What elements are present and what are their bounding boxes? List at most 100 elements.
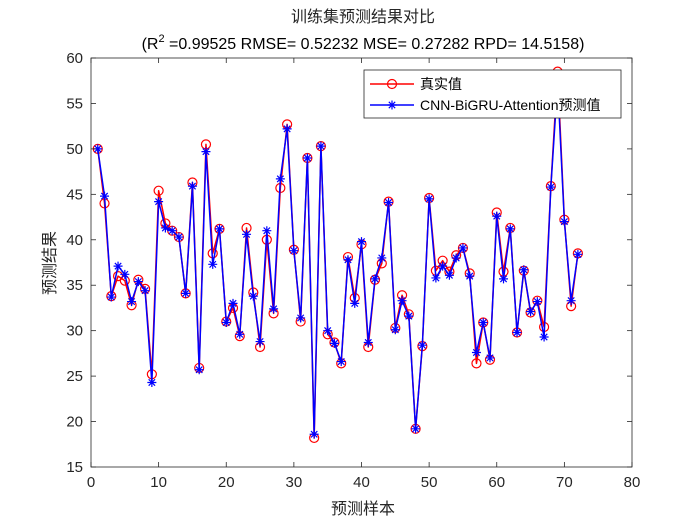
data-point xyxy=(505,224,515,234)
x-tick-label: 70 xyxy=(556,474,573,491)
data-point xyxy=(329,338,339,348)
data-point xyxy=(350,298,360,308)
data-point xyxy=(309,429,319,439)
data-point xyxy=(539,332,549,342)
data-point xyxy=(424,194,434,204)
data-point xyxy=(316,141,326,151)
data-point xyxy=(201,147,211,157)
x-tick-label: 80 xyxy=(624,474,641,491)
data-point xyxy=(357,237,366,247)
data-point xyxy=(194,365,204,375)
chart-subtitle: (R2 =0.99525 RMSE= 0.52232 MSE= 0.27282 … xyxy=(142,33,585,53)
x-tick-label: 0 xyxy=(87,474,95,491)
y-tick-label: 45 xyxy=(66,186,83,203)
data-point xyxy=(228,298,238,308)
legend: 真实值 CNN-BiGRU-Attention预测值 xyxy=(363,69,622,119)
y-tick-label: 35 xyxy=(66,277,83,294)
data-point xyxy=(147,377,157,387)
data-point xyxy=(133,277,143,287)
y-tick-label: 20 xyxy=(66,414,83,431)
data-point xyxy=(512,327,522,337)
legend-item-1: 真实值 xyxy=(370,76,462,92)
data-point xyxy=(214,224,224,234)
data-point xyxy=(438,261,448,271)
legend-item-2: CNN-BiGRU-Attention预测值 xyxy=(370,97,600,113)
x-tick-label: 30 xyxy=(286,474,303,491)
legend-box xyxy=(363,69,622,119)
y-tick-label: 15 xyxy=(66,459,83,476)
data-point xyxy=(431,273,441,283)
y-tick-label: 50 xyxy=(66,141,83,158)
data-point xyxy=(390,325,400,335)
data-point xyxy=(248,291,258,301)
data-point xyxy=(471,347,481,357)
data-point xyxy=(417,340,427,350)
legend-marker xyxy=(386,78,398,90)
y-tick-label: 55 xyxy=(66,95,83,112)
data-point xyxy=(336,357,346,367)
data-point xyxy=(384,198,394,208)
data-point xyxy=(93,144,103,154)
x-tick-label: 40 xyxy=(353,474,370,491)
data-point xyxy=(154,197,164,207)
data-point xyxy=(573,249,583,259)
y-tick-label: 30 xyxy=(66,323,83,340)
y-tick-label: 60 xyxy=(66,50,83,67)
data-point xyxy=(127,297,137,307)
subtitle-r2-prefix: (R xyxy=(142,36,159,53)
data-point xyxy=(181,288,191,298)
data-point xyxy=(235,329,245,339)
data-point xyxy=(323,326,333,336)
data-point xyxy=(559,217,569,227)
data-point xyxy=(566,296,576,306)
data-point xyxy=(546,182,556,192)
data-point xyxy=(343,255,353,265)
x-axis-label: 预测样本 xyxy=(331,500,395,518)
data-point xyxy=(140,286,150,296)
data-point xyxy=(532,297,542,307)
x-tick-label: 60 xyxy=(488,474,505,491)
data-point xyxy=(458,243,468,253)
x-tick-label: 20 xyxy=(218,474,235,491)
data-point xyxy=(167,226,177,236)
data-point xyxy=(370,274,380,284)
data-point xyxy=(262,226,272,236)
data-point xyxy=(397,296,407,306)
legend-marker xyxy=(387,100,397,110)
data-point xyxy=(471,358,482,369)
data-point xyxy=(106,292,116,302)
data-point xyxy=(221,317,231,327)
legend-label: 真实值 xyxy=(420,76,462,92)
subtitle-r2-superscript: 2 xyxy=(158,33,164,45)
data-point xyxy=(269,304,279,314)
data-point xyxy=(208,259,218,269)
data-point xyxy=(451,253,461,263)
y-axis-label: 预测结果 xyxy=(41,231,59,295)
data-point xyxy=(113,261,123,271)
data-point xyxy=(492,211,502,221)
y-tick-label: 40 xyxy=(66,232,83,249)
data-point xyxy=(485,353,495,363)
data-point xyxy=(289,246,299,256)
legend-label: CNN-BiGRU-Attention预测值 xyxy=(420,97,600,113)
data-point xyxy=(255,337,265,347)
data-point xyxy=(363,337,373,347)
data-point xyxy=(411,424,421,434)
series-2 xyxy=(93,78,583,439)
data-point xyxy=(120,269,130,279)
data-point xyxy=(499,274,509,284)
data-point xyxy=(174,232,184,242)
x-tick-label: 50 xyxy=(421,474,438,491)
data-point xyxy=(519,265,529,275)
plot-background xyxy=(91,58,632,467)
x-tick-label: 10 xyxy=(150,474,167,491)
data-point xyxy=(444,270,454,280)
data-point xyxy=(282,124,292,134)
data-point xyxy=(153,185,164,196)
data-point xyxy=(478,317,488,327)
y-tick-label: 25 xyxy=(66,368,83,385)
data-point xyxy=(296,313,306,323)
data-point xyxy=(377,253,387,263)
data-point xyxy=(404,311,414,321)
